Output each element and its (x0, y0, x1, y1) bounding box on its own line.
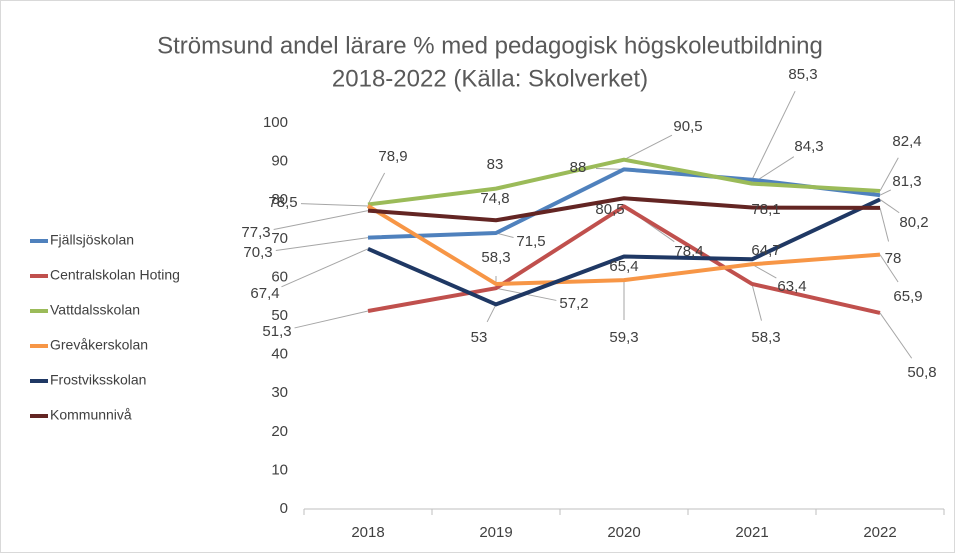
data-label: 88 (570, 159, 587, 176)
legend-label: Frostviksskolan (50, 372, 146, 388)
data-label: 78,9 (378, 148, 407, 165)
series-line (367, 196, 881, 223)
x-tick-label: 2021 (735, 524, 768, 541)
data-label: 51,3 (262, 323, 291, 340)
data-label: 67,4 (250, 285, 279, 302)
y-tick-label: 20 (271, 423, 288, 440)
data-label: 74,8 (480, 190, 509, 207)
data-label: 80,5 (595, 201, 624, 218)
data-label: 53 (471, 329, 488, 346)
leader-line (294, 310, 369, 329)
data-label: 84,3 (794, 138, 823, 155)
legend-label: Grevåkerskolan (50, 337, 148, 353)
legend-label: Fjällsjöskolan (50, 232, 134, 248)
leader-line (879, 207, 890, 242)
y-tick-label: 60 (271, 268, 288, 285)
data-label: 80,2 (899, 214, 928, 231)
data-label: 63,4 (777, 278, 806, 295)
data-label: 50,8 (907, 364, 936, 381)
leader-line (486, 304, 497, 323)
y-tick-label: 80 (271, 191, 288, 208)
data-label: 90,5 (673, 118, 702, 135)
leader-line (275, 237, 369, 252)
data-label: 82,4 (892, 133, 921, 150)
data-label: 57,2 (559, 295, 588, 312)
series-line (367, 157, 881, 207)
y-tick-label: 30 (271, 384, 288, 401)
data-label: 65,9 (893, 288, 922, 305)
x-tick-label: 2019 (479, 524, 512, 541)
data-label: 78 (885, 250, 902, 267)
y-tick-label: 0 (280, 500, 288, 517)
data-label: 78,4 (674, 243, 703, 260)
legend-label: Vattdalsskolan (50, 302, 140, 318)
data-label: 58,3 (751, 329, 780, 346)
y-tick-label: 10 (271, 461, 288, 478)
y-tick-label: 50 (271, 307, 288, 324)
data-label: 65,4 (609, 258, 638, 275)
data-label: 78,1 (751, 201, 780, 218)
leader-line (751, 263, 777, 279)
data-label: 59,3 (609, 329, 638, 346)
leader-line (879, 254, 899, 283)
data-label: 71,5 (516, 233, 545, 250)
leader-line (879, 189, 892, 196)
data-label: 85,3 (788, 66, 817, 83)
leader-line (751, 90, 796, 180)
leader-line (281, 248, 369, 288)
data-label: 70,3 (243, 244, 272, 261)
legend-label: Centralskolan Hoting (50, 267, 180, 283)
data-label: 58,3 (481, 249, 510, 266)
y-tick-label: 70 (271, 230, 288, 247)
x-tick-label: 2018 (351, 524, 384, 541)
series-line (367, 204, 881, 315)
leader-line (595, 168, 625, 170)
data-label: 81,3 (892, 173, 921, 190)
y-tick-label: 100 (263, 114, 288, 131)
series-line (366, 204, 881, 286)
data-label: 64,7 (751, 242, 780, 259)
leader-line (879, 199, 900, 214)
leader-line (879, 157, 899, 192)
leader-line (751, 283, 762, 321)
chart-title: 2018-2022 (Källa: Skolverket) (332, 65, 648, 92)
y-tick-label: 90 (271, 153, 288, 170)
chart-title: Strömsund andel lärare % med pedagogisk … (157, 32, 823, 59)
legend-label: Kommunnivå (50, 407, 132, 423)
leader-line (367, 172, 386, 205)
leader-line (879, 312, 913, 359)
leader-line (273, 210, 369, 230)
leader-line (623, 134, 673, 161)
series-line (367, 197, 881, 307)
data-label: 77,3 (241, 224, 270, 241)
y-tick-label: 40 (271, 346, 288, 363)
x-tick-label: 2020 (607, 524, 640, 541)
leader-line (300, 203, 369, 207)
data-label: 78,5 (268, 194, 297, 211)
x-tick-label: 2022 (863, 524, 896, 541)
data-label: 83 (487, 156, 504, 173)
